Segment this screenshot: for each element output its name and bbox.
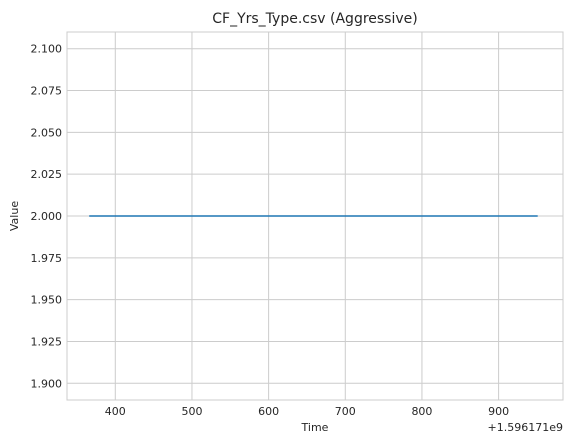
y-tick-label: 1.925 xyxy=(31,335,63,348)
y-tick-label: 2.075 xyxy=(31,85,63,98)
x-tick-label: 600 xyxy=(258,405,279,418)
y-tick-label: 2.025 xyxy=(31,168,63,181)
y-tick-label: 1.975 xyxy=(31,252,63,265)
tick-labels: 400 500 600 700 800 900 1.900 1.925 1.950 1.975 2.… xyxy=(31,43,510,418)
y-tick-label: 1.900 xyxy=(31,377,63,390)
x-axis-label: Time xyxy=(301,421,329,434)
y-tick-label: 2.050 xyxy=(31,126,63,139)
chart-title: CF_Yrs_Type.csv (Aggressive) xyxy=(212,11,417,27)
y-tick-label: 2.000 xyxy=(31,210,63,223)
x-tick-label: 400 xyxy=(105,405,126,418)
x-axis-offset-label: +1.596171e9 xyxy=(488,421,563,434)
x-tick-label: 700 xyxy=(335,405,356,418)
x-tick-label: 900 xyxy=(488,405,509,418)
x-tick-label: 800 xyxy=(411,405,432,418)
x-tick-label: 500 xyxy=(181,405,202,418)
plot-area-frame xyxy=(66,31,564,401)
y-axis-label: Value xyxy=(8,201,21,231)
y-tick-label: 2.100 xyxy=(31,43,63,56)
y-tick-label: 1.950 xyxy=(31,294,63,307)
